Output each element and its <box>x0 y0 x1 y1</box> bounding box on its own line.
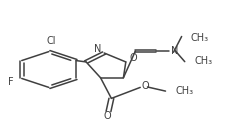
Text: CH₃: CH₃ <box>194 56 212 66</box>
Text: CH₃: CH₃ <box>191 33 209 43</box>
Text: N: N <box>171 46 178 56</box>
Text: N: N <box>94 44 102 54</box>
Text: F: F <box>8 77 14 87</box>
Text: O: O <box>129 54 137 64</box>
Text: O: O <box>142 81 149 91</box>
Text: CH₃: CH₃ <box>176 86 194 96</box>
Text: Cl: Cl <box>46 36 56 46</box>
Text: O: O <box>103 111 111 121</box>
